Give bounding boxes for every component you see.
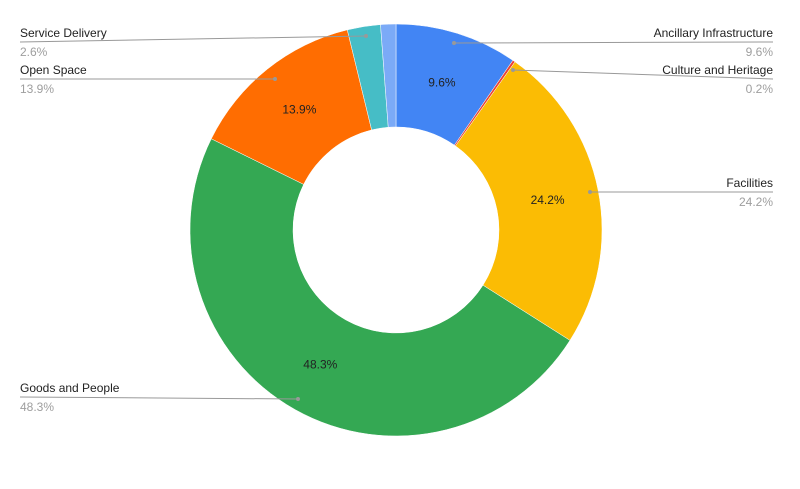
leader-dot <box>511 68 515 72</box>
leader-line <box>453 41 774 44</box>
slice-value-label: 24.2% <box>531 193 565 207</box>
legend-name: Facilities <box>726 176 773 190</box>
slice-open-space[interactable] <box>210 29 372 185</box>
legend-value: 0.2% <box>746 82 774 96</box>
legend-name: Ancillary Infrastructure <box>654 26 774 40</box>
slice-value-label: 48.3% <box>303 358 337 372</box>
slice-unlabeled[interactable] <box>380 23 397 128</box>
slice-facilities[interactable] <box>455 61 603 341</box>
slice-value-label: 9.6% <box>428 75 456 89</box>
legend-value: 13.9% <box>20 82 54 96</box>
leader-line <box>19 396 299 400</box>
leader-dot <box>588 190 592 194</box>
legend-name: Service Delivery <box>20 26 107 40</box>
leader-dot <box>273 77 277 81</box>
legend-value: 2.6% <box>20 45 48 59</box>
slice-goods-and-people[interactable] <box>189 138 571 437</box>
legend-value: 9.6% <box>746 45 774 59</box>
legend-value: 24.2% <box>739 195 773 209</box>
legend-name: Open Space <box>20 63 87 77</box>
leader-dot <box>296 397 300 401</box>
leader-line <box>19 35 367 43</box>
legend-name: Culture and Heritage <box>662 63 773 77</box>
leader-line <box>512 69 774 80</box>
leader-dot <box>364 34 368 38</box>
slice-value-label: 13.9% <box>282 102 316 116</box>
leader-dot <box>452 41 456 45</box>
legend-value: 48.3% <box>20 400 54 414</box>
legend-name: Goods and People <box>20 381 120 395</box>
